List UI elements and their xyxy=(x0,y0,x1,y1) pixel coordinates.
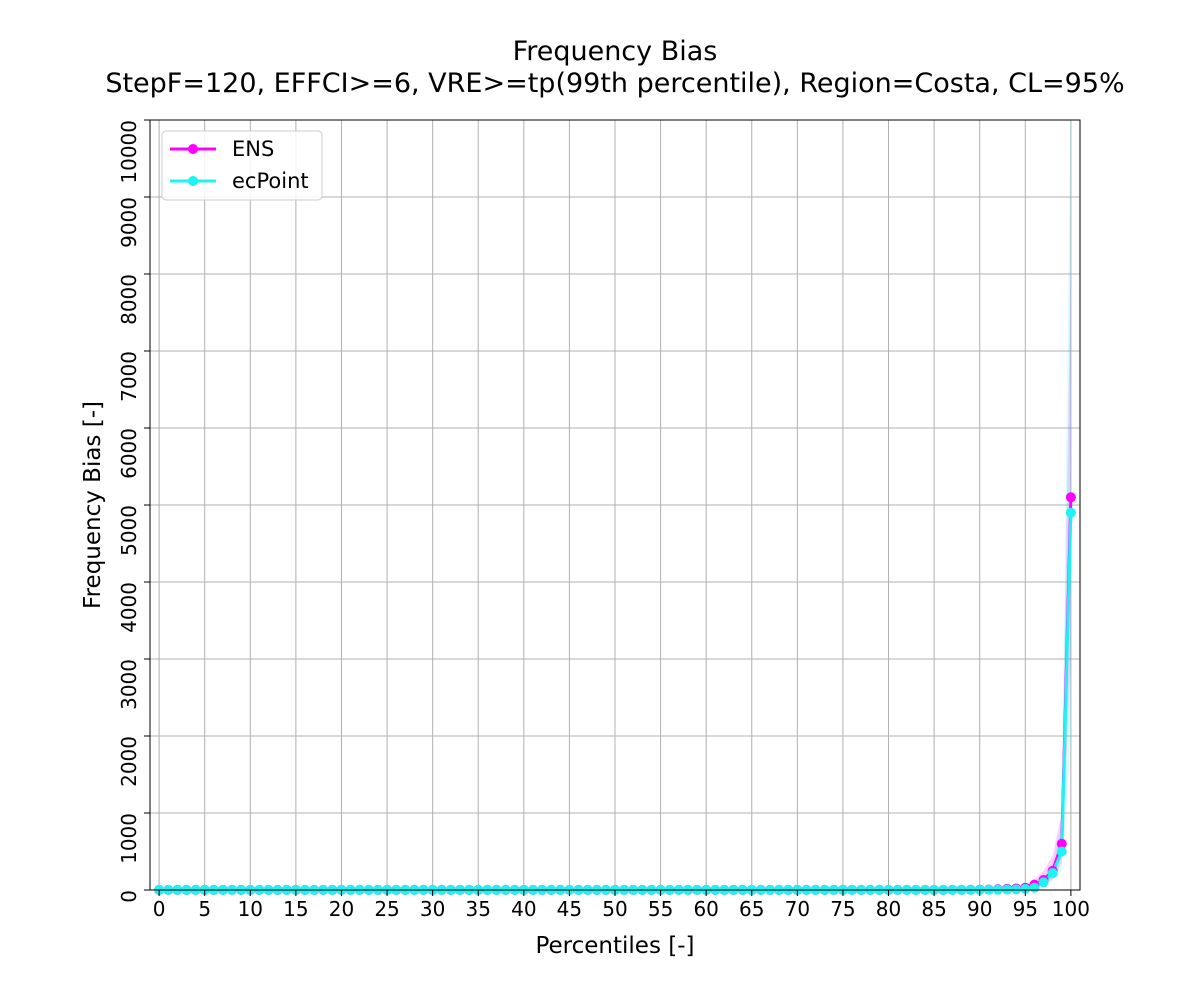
x-tick-label: 90 xyxy=(967,897,992,921)
x-tick-label: 40 xyxy=(511,897,536,921)
chart-subtitle: StepF=120, EFFCI>=6, VRE>=tp(99th percen… xyxy=(105,68,1124,99)
x-axis-ticks: 0 5 10 15 20 25 30 35 40 45 50 55 60 65 70 75 80 85 90 95 10… xyxy=(153,890,1090,921)
x-axis-label: Percentiles [-] xyxy=(535,933,694,959)
x-tick-label: 50 xyxy=(602,897,627,921)
ecpoint-point xyxy=(1029,882,1040,893)
x-tick-label: 45 xyxy=(557,897,582,921)
ens-point xyxy=(1056,838,1067,849)
grid-lines xyxy=(150,119,1080,891)
y-tick-label: 7000 xyxy=(117,351,141,402)
legend-ens-label: ENS xyxy=(232,137,274,161)
y-tick-label: 0 xyxy=(117,890,141,903)
y-tick-label: 4000 xyxy=(117,582,141,633)
y-tick-label: 2000 xyxy=(117,736,141,787)
y-tick-label: 9000 xyxy=(117,197,141,248)
y-axis-label: Frequency Bias [-] xyxy=(80,401,106,609)
y-tick-label: 1000 xyxy=(117,813,141,864)
x-tick-label: 25 xyxy=(374,897,399,921)
x-tick-label: 55 xyxy=(648,897,673,921)
ecpoint-point xyxy=(1020,883,1031,894)
x-tick-label: 35 xyxy=(466,897,491,921)
x-tick-label: 75 xyxy=(830,897,855,921)
y-tick-label: 3000 xyxy=(117,659,141,710)
x-tick-label: 30 xyxy=(420,897,445,921)
x-tick-label: 70 xyxy=(785,897,810,921)
y-tick-label: 5000 xyxy=(117,505,141,556)
ecpoint-point xyxy=(1065,507,1076,518)
x-tick-label: 0 xyxy=(153,897,166,921)
x-tick-label: 85 xyxy=(921,897,946,921)
x-tick-label: 100 xyxy=(1052,897,1090,921)
ecpoint-point xyxy=(1038,877,1049,888)
x-tick-label: 80 xyxy=(876,897,901,921)
ecpoint-point xyxy=(1011,884,1022,895)
legend-ecpoint-swatch-marker xyxy=(188,176,198,186)
x-tick-label: 65 xyxy=(739,897,764,921)
y-axis-ticks: 0 1000 2000 3000 4000 5000 6000 7000 8000 9000 100… xyxy=(117,119,150,903)
legend: ENS ecPoint xyxy=(161,130,323,201)
y-tick-label: 10000 xyxy=(117,120,141,184)
y-tick-label: 8000 xyxy=(117,274,141,325)
x-tick-label: 95 xyxy=(1013,897,1038,921)
y-tick-label: 6000 xyxy=(117,428,141,479)
ens-point xyxy=(1065,492,1076,503)
legend-ecpoint-label: ecPoint xyxy=(232,169,309,193)
ecpoint-point xyxy=(1047,868,1058,879)
x-tick-label: 60 xyxy=(693,897,718,921)
x-tick-label: 10 xyxy=(238,897,263,921)
x-tick-label: 5 xyxy=(198,897,211,921)
x-tick-label: 15 xyxy=(283,897,308,921)
chart-title: Frequency Bias xyxy=(513,36,718,67)
ecpoint-point xyxy=(1056,846,1067,857)
x-tick-label: 20 xyxy=(329,897,354,921)
legend-ens-swatch-marker xyxy=(188,144,198,154)
